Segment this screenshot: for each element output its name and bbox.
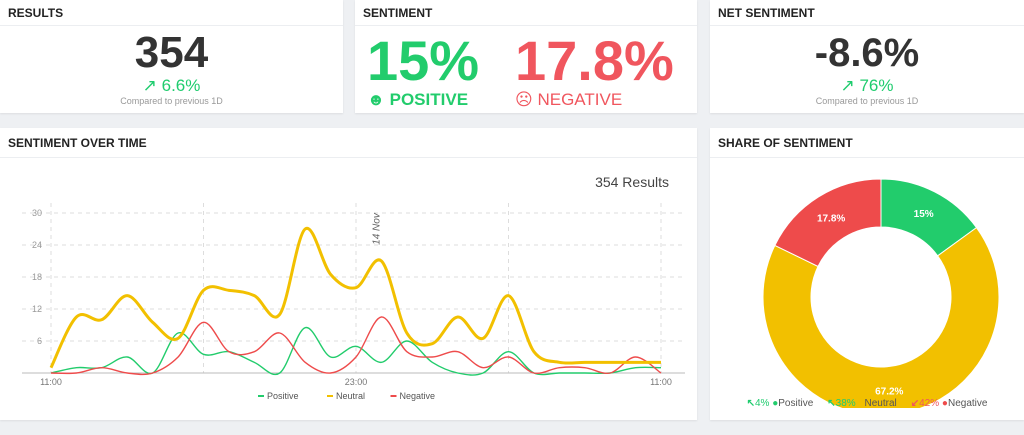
y-tick-label: 18	[32, 272, 42, 282]
sentiment-over-time-card: SENTIMENT OVER TIME 354 Results 6 12 18 24 3…	[0, 128, 697, 420]
date-annotation: 14 Nov	[371, 212, 382, 245]
sentiment-title: SENTIMENT	[355, 0, 697, 26]
net-value: -8.6%	[814, 31, 920, 75]
results-title: RESULTS	[0, 0, 343, 26]
legend-item-negative: ↙42% ●Negative	[911, 398, 988, 409]
arrow-up-icon: ↗	[840, 76, 855, 95]
over-time-title: SENTIMENT OVER TIME	[0, 128, 697, 158]
x-tick-label: 11:00	[40, 377, 62, 387]
legend-change: 4%	[754, 398, 770, 409]
legend-name: Neutral	[864, 398, 897, 409]
legend-change: 42%	[919, 398, 940, 409]
y-tick-label: 24	[32, 240, 42, 250]
series-line-neutral	[49, 226, 661, 369]
share-of-sentiment-card: SHARE OF SENTIMENT 15% 67.2% 17.8% ↖4% ●Po…	[710, 128, 1024, 420]
share-title: SHARE OF SENTIMENT	[710, 128, 1024, 158]
results-compare: Compared to previous 1D	[120, 96, 223, 106]
results-delta: ↗ 6.6%	[142, 76, 201, 95]
donut-label: 17.8%	[817, 213, 845, 224]
legend-label: Negative	[400, 391, 436, 401]
arrow-down-icon: ↙	[910, 398, 920, 409]
legend-label: Neutral	[336, 391, 365, 401]
legend-item-positive: ↖4% ●Positive	[747, 398, 814, 409]
legend-name: Negative	[947, 398, 988, 409]
share-legend: ↖4% ●Positive ↖38% ●Neutral ↙42% ●Negative	[710, 398, 1024, 409]
series-line-negative	[50, 316, 662, 376]
legend-change: 38%	[835, 398, 856, 409]
results-value: 354	[134, 28, 209, 77]
y-tick-label: 6	[37, 336, 42, 346]
legend-label: Positive	[267, 391, 299, 401]
smile-icon: ☻	[367, 90, 385, 109]
frown-icon: ☹	[515, 90, 533, 109]
net-compare: Compared to previous 1D	[815, 96, 919, 106]
legend-item-neutral: ↖38% ●Neutral	[827, 398, 896, 409]
positive-value: 15%	[367, 29, 480, 92]
sentiment-card: SENTIMENT 15% ☻ POSITIVE 17.8% ☹ NEGATIV…	[355, 0, 697, 113]
x-tick-label: 11:00	[650, 377, 672, 387]
net-sentiment-card: NET SENTIMENT -8.6% ↗ 76% Compared to pr…	[710, 0, 1024, 113]
negative-value: 17.8%	[515, 29, 674, 92]
positive-label: ☻ POSITIVE	[367, 90, 469, 109]
y-tick-label: 12	[32, 304, 42, 314]
donut-slice-neutral	[762, 226, 1000, 408]
sentiment-line-chart: 6 12 18 24 30 11:00 23:00 11:00 14 Nov Positive Ne…	[22, 203, 685, 401]
arrow-up-icon: ↗	[142, 76, 157, 95]
arrow-up-icon: ↖	[827, 398, 836, 409]
results-count: 354 Results	[595, 174, 669, 190]
legend-dot: ●	[941, 398, 948, 409]
legend-name: Positive	[778, 398, 814, 409]
net-title: NET SENTIMENT	[710, 0, 1024, 26]
net-delta: ↗ 76%	[840, 76, 894, 95]
legend-dot: ●	[858, 398, 865, 409]
donut-slice-negative	[774, 178, 882, 268]
sentiment-donut-chart: 15% 67.2% 17.8%	[762, 178, 1000, 408]
legend-dot: ●	[772, 398, 779, 409]
negative-label: ☹ NEGATIVE	[515, 90, 623, 109]
arrow-up-icon: ↖	[746, 398, 755, 409]
x-tick-label: 23:00	[345, 377, 368, 387]
donut-label: 67.2%	[875, 387, 903, 398]
results-card: RESULTS 354 ↗ 6.6% Compared to previous …	[0, 0, 343, 113]
y-tick-label: 30	[32, 208, 42, 218]
donut-label: 15%	[914, 209, 934, 220]
